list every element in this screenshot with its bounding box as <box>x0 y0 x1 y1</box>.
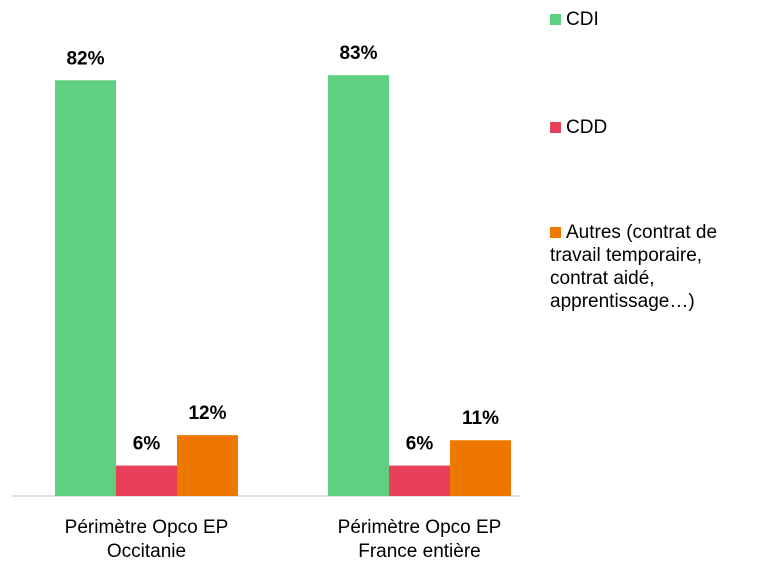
data-label: 83% <box>339 43 377 64</box>
legend-label: Autres (contrat de travail temporaire, c… <box>550 222 718 312</box>
legend-item: CDD <box>550 116 765 139</box>
bar <box>450 440 511 496</box>
bar <box>177 435 238 496</box>
legend-swatch <box>550 227 561 238</box>
data-label: 82% <box>66 48 104 69</box>
data-label: 11% <box>462 408 499 429</box>
x-tick-label: France entière <box>358 541 481 562</box>
data-label: 12% <box>188 403 226 424</box>
x-tick-label: Périmètre Opco EP <box>338 517 502 538</box>
bar <box>116 465 177 496</box>
legend-label: CDI <box>566 9 599 30</box>
legend-label: CDD <box>566 117 608 138</box>
legend-swatch <box>550 14 561 25</box>
x-tick-label: Occitanie <box>107 541 186 562</box>
bar <box>55 80 116 496</box>
bar <box>328 75 389 496</box>
data-label: 6% <box>406 434 434 455</box>
legend-item: CDI <box>550 8 765 31</box>
x-tick-label: Périmètre Opco EP <box>65 517 229 538</box>
legend-swatch <box>550 122 561 133</box>
data-label: 6% <box>133 434 161 455</box>
bar <box>389 465 450 496</box>
legend-item: Autres (contrat de travail temporaire, c… <box>550 221 765 313</box>
